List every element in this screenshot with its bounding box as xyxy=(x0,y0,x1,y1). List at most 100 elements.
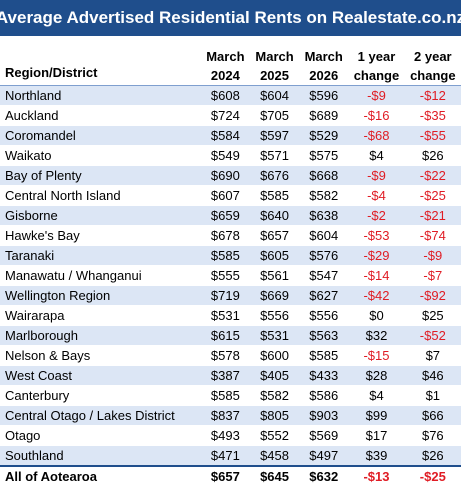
march-2024-cell: $493 xyxy=(200,425,250,446)
march-2025-cell: $585 xyxy=(249,185,300,206)
march-2024-cell: $608 xyxy=(200,85,250,106)
march-2025-cell: $552 xyxy=(249,425,300,446)
region-cell: Auckland xyxy=(0,105,201,126)
region-cell: Otago xyxy=(0,425,201,446)
total-row: All of Aotearoa $657 $645 $632 -$13 -$25 xyxy=(0,465,461,487)
march-2026-cell: $585 xyxy=(299,345,349,366)
region-cell: Northland xyxy=(0,85,201,106)
march-2025-cell: $556 xyxy=(249,305,300,326)
one-year-change-cell: -$4 xyxy=(348,185,405,206)
one-year-change-cell: $17 xyxy=(348,425,405,446)
region-cell: Manawatu / Whanganui xyxy=(0,265,201,286)
one-year-change-cell: $28 xyxy=(348,365,405,386)
one-year-change-cell: -$29 xyxy=(348,245,405,266)
march-2025-cell: $531 xyxy=(249,325,300,346)
two-year-change-cell: $7 xyxy=(404,345,461,366)
table-row: Hawke's Bay $678 $657 $604 -$53 -$74 xyxy=(0,225,461,246)
table-row: Waikato $549 $571 $575 $4 $26 xyxy=(0,145,461,166)
one-year-change-cell: -$2 xyxy=(348,205,405,226)
march-2025-cell: $405 xyxy=(249,365,300,386)
march-2026-cell: $596 xyxy=(299,85,349,106)
table-row: Manawatu / Whanganui $555 $561 $547 -$14 -$7 xyxy=(0,265,461,286)
march-2024-cell: $549 xyxy=(200,145,250,166)
one-year-change-cell: $4 xyxy=(348,145,405,166)
region-cell: Taranaki xyxy=(0,245,201,266)
two-year-change-cell: -$7 xyxy=(404,265,461,286)
march-2026-cell: $547 xyxy=(299,265,349,286)
one-year-change-cell: $32 xyxy=(348,325,405,346)
march-2026-cell: $903 xyxy=(299,405,349,426)
region-cell: Bay of Plenty xyxy=(0,165,201,186)
one-year-change-cell: -$68 xyxy=(348,125,405,146)
table-row: Central North Island $607 $585 $582 -$4 -$25 xyxy=(0,185,461,206)
table-row: Otago $493 $552 $569 $17 $76 xyxy=(0,425,461,446)
march-2024-cell: $678 xyxy=(200,225,250,246)
header-1-year-change: 1 year change xyxy=(348,36,405,86)
march-2024-cell: $531 xyxy=(200,305,250,326)
march-2025-cell: $458 xyxy=(249,445,300,467)
march-2024-cell: $719 xyxy=(200,285,250,306)
march-2026-cell: $433 xyxy=(299,365,349,386)
march-2026-cell: $529 xyxy=(299,125,349,146)
march-2026-cell: $575 xyxy=(299,145,349,166)
one-year-change-cell: -$13 xyxy=(348,465,405,487)
two-year-change-cell: -$35 xyxy=(404,105,461,126)
table-row: West Coast $387 $405 $433 $28 $46 xyxy=(0,365,461,386)
march-2026-cell: $632 xyxy=(299,465,349,487)
table-row: Auckland $724 $705 $689 -$16 -$35 xyxy=(0,105,461,126)
march-2025-cell: $605 xyxy=(249,245,300,266)
header-row: Region/District March 2024 March 2025 Marc… xyxy=(0,36,461,86)
march-2026-cell: $638 xyxy=(299,205,349,226)
table-row: Nelson & Bays $578 $600 $585 -$15 $7 xyxy=(0,345,461,366)
table-row: Taranaki $585 $605 $576 -$29 -$9 xyxy=(0,245,461,266)
one-year-change-cell: $4 xyxy=(348,385,405,406)
one-year-change-cell: $0 xyxy=(348,305,405,326)
two-year-change-cell: -$25 xyxy=(404,465,461,487)
rent-table: Region/District March 2024 March 2025 Marc… xyxy=(0,36,461,487)
march-2025-cell: $600 xyxy=(249,345,300,366)
one-year-change-cell: -$53 xyxy=(348,225,405,246)
march-2026-cell: $586 xyxy=(299,385,349,406)
two-year-change-cell: -$12 xyxy=(404,85,461,106)
table-row: Canterbury $585 $582 $586 $4 $1 xyxy=(0,385,461,406)
march-2025-cell: $669 xyxy=(249,285,300,306)
two-year-change-cell: $26 xyxy=(404,445,461,467)
region-cell: Central North Island xyxy=(0,185,201,206)
march-2024-cell: $471 xyxy=(200,445,250,467)
one-year-change-cell: -$15 xyxy=(348,345,405,366)
two-year-change-cell: $1 xyxy=(404,385,461,406)
header-march-2025: March 2025 xyxy=(249,36,300,86)
march-2024-cell: $659 xyxy=(200,205,250,226)
march-2026-cell: $556 xyxy=(299,305,349,326)
table-row: Central Otago / Lakes District $837 $805 $9… xyxy=(0,405,461,426)
two-year-change-cell: $76 xyxy=(404,425,461,446)
region-cell: Canterbury xyxy=(0,385,201,406)
march-2026-cell: $569 xyxy=(299,425,349,446)
march-2025-cell: $571 xyxy=(249,145,300,166)
march-2025-cell: $640 xyxy=(249,205,300,226)
march-2024-cell: $837 xyxy=(200,405,250,426)
one-year-change-cell: -$9 xyxy=(348,85,405,106)
region-cell: West Coast xyxy=(0,365,201,386)
march-2026-cell: $668 xyxy=(299,165,349,186)
header-march-2024: March 2024 xyxy=(200,36,250,86)
march-2026-cell: $497 xyxy=(299,445,349,467)
region-cell: Waikato xyxy=(0,145,201,166)
march-2025-cell: $561 xyxy=(249,265,300,286)
two-year-change-cell: $46 xyxy=(404,365,461,386)
two-year-change-cell: -$9 xyxy=(404,245,461,266)
two-year-change-cell: -$21 xyxy=(404,205,461,226)
table-row: Northland $608 $604 $596 -$9 -$12 xyxy=(0,85,461,106)
march-2024-cell: $585 xyxy=(200,385,250,406)
march-2025-cell: $657 xyxy=(249,225,300,246)
march-2024-cell: $585 xyxy=(200,245,250,266)
one-year-change-cell: -$14 xyxy=(348,265,405,286)
two-year-change-cell: $25 xyxy=(404,305,461,326)
one-year-change-cell: $39 xyxy=(348,445,405,467)
table-row: Wellington Region $719 $669 $627 -$42 -$92 xyxy=(0,285,461,306)
region-cell: Marlborough xyxy=(0,325,201,346)
one-year-change-cell: -$42 xyxy=(348,285,405,306)
two-year-change-cell: -$25 xyxy=(404,185,461,206)
march-2024-cell: $607 xyxy=(200,185,250,206)
